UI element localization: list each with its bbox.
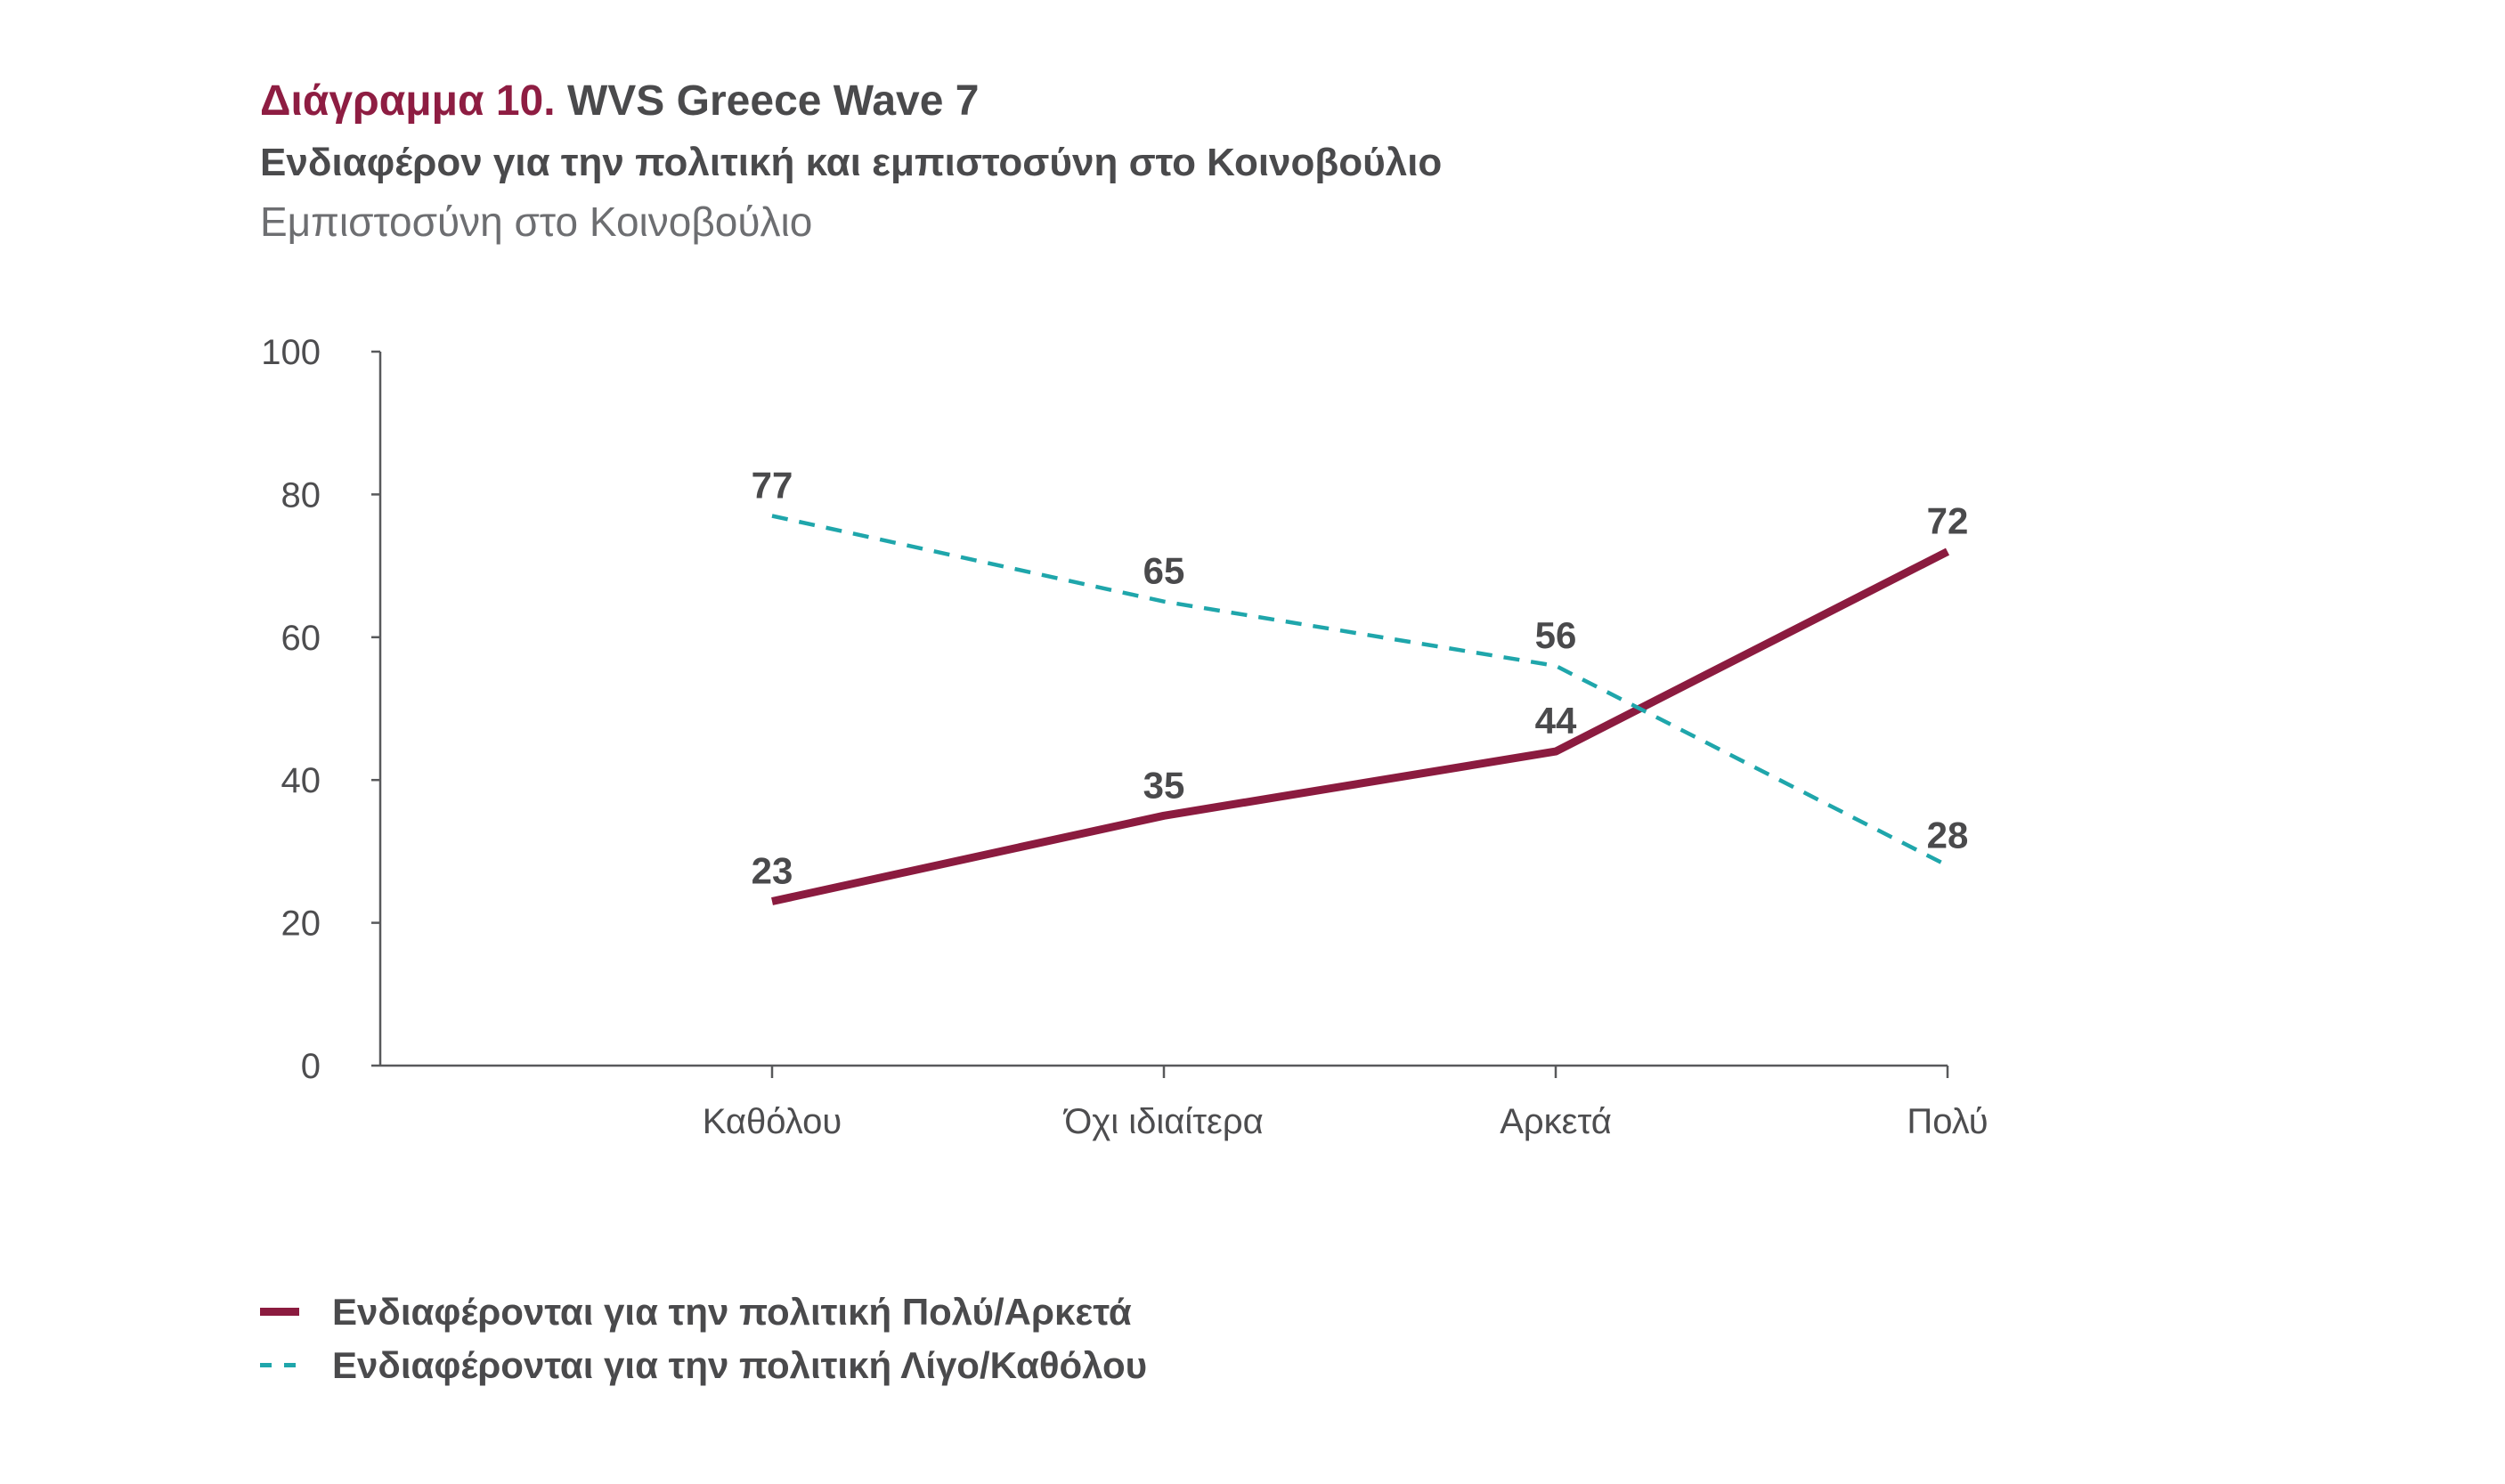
- y-tick-label: 0: [301, 1047, 321, 1086]
- series-layer: [769, 512, 1952, 905]
- data-point: [1160, 812, 1168, 820]
- data-point: [1552, 748, 1560, 756]
- chart-title: Διάγραμμα 10. WVS Greece Wave 7: [260, 80, 979, 123]
- chart-measure: Εμπιστοσύνη στο Κοινοβούλιο: [260, 199, 813, 245]
- data-point: [769, 897, 777, 905]
- legend-item-high-interest: Ενδιαφέρονται για την πολιτική Πολύ/Αρκε…: [260, 1293, 1418, 1331]
- y-tick-label: 20: [281, 904, 321, 944]
- legend-swatch-solid: [260, 1308, 299, 1316]
- figure-label: Διάγραμμα 10.: [260, 77, 556, 125]
- data-point: [1944, 547, 1952, 555]
- y-tick-label: 100: [261, 333, 321, 372]
- data-point: [1552, 661, 1560, 669]
- data-label: 35: [1143, 764, 1185, 806]
- data-label: 72: [1927, 500, 1969, 542]
- legend-swatch-dashed: [260, 1363, 297, 1367]
- chart-subtitle: Ενδιαφέρον για την πολιτική και εμπιστοσ…: [260, 141, 1443, 184]
- data-point: [1944, 862, 1952, 870]
- data-label: 23: [752, 850, 793, 892]
- series-line-high-interest: [771, 547, 1950, 905]
- series-low-interest: [769, 512, 1952, 870]
- series-high-interest: [769, 547, 1952, 905]
- data-label: 77: [752, 464, 793, 506]
- y-tick-label: 60: [281, 619, 321, 658]
- data-point: [1160, 597, 1168, 605]
- data-label: 28: [1927, 814, 1969, 856]
- data-labels: 23 35 44 72 77 65 56 28: [752, 464, 1969, 891]
- x-tick-label: Αρκετά: [1500, 1102, 1612, 1141]
- x-tick-label: Πολύ: [1907, 1102, 1988, 1141]
- data-point: [769, 512, 777, 520]
- data-label: 44: [1535, 700, 1577, 742]
- figure-title: WVS Greece Wave 7: [566, 77, 980, 125]
- legend-label: Ενδιαφέρονται για την πολιτική Λίγο/Καθό…: [332, 1344, 1148, 1386]
- axes: 0 20 40 60 80 100 Καθόλου Όχι ιδιαίτερα Αρκετά Πο…: [261, 333, 1988, 1141]
- x-tick-label: Όχι ιδιαίτερα: [1062, 1102, 1264, 1141]
- y-tick-label: 40: [281, 761, 321, 800]
- series-line-low-interest: [771, 514, 1949, 868]
- data-label: 56: [1535, 614, 1577, 656]
- legend-label: Ενδιαφέρονται για την πολιτική Πολύ/Αρκε…: [332, 1291, 1132, 1333]
- x-tick-label: Καθόλου: [703, 1102, 842, 1141]
- legend-item-low-interest: Ενδιαφέρονται για την πολιτική Λίγο/Καθό…: [260, 1347, 1418, 1384]
- y-tick-label: 80: [281, 475, 321, 515]
- data-label: 65: [1143, 550, 1185, 592]
